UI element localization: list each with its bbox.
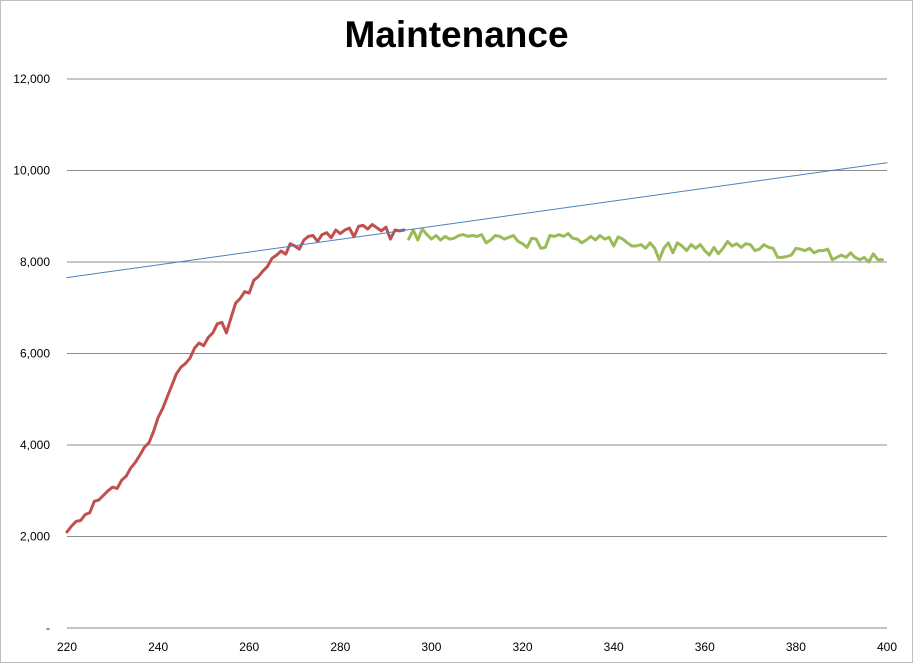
y-tick-label: 8,000 [20,255,50,269]
series-line-1 [65,223,406,534]
x-tick-label: 260 [239,640,259,654]
x-tick-label: 280 [330,640,350,654]
y-tick-label: 6,000 [20,347,50,361]
y-tick-label: 2,000 [20,530,50,544]
x-tick-label: 360 [695,640,715,654]
x-tick-label: 300 [421,640,441,654]
trend-line [66,162,888,279]
y-tick-label: 4,000 [20,438,50,452]
x-tick-label: 340 [604,640,624,654]
series-line-2 [407,227,884,264]
y-tick-label: 10,000 [13,164,50,178]
x-tick-label: 220 [57,640,77,654]
chart-title: Maintenance [344,14,569,55]
y-tick-label: 12,000 [13,72,50,86]
x-tick-label: 380 [786,640,806,654]
x-tick-label: 320 [513,640,533,654]
x-tick-label: 400 [877,640,897,654]
x-tick-label: 240 [148,640,168,654]
y-tick-label: - [46,621,50,635]
